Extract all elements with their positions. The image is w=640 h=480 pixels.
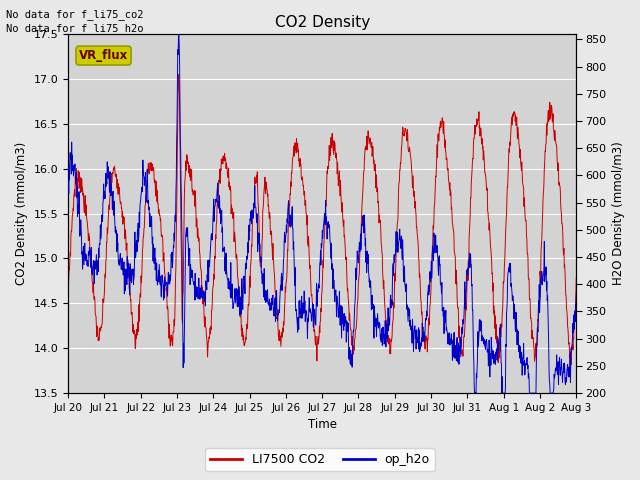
X-axis label: Time: Time: [308, 419, 337, 432]
Text: No data for f_li75_h2o: No data for f_li75_h2o: [6, 23, 144, 34]
Y-axis label: H2O Density (mmol/m3): H2O Density (mmol/m3): [612, 142, 625, 286]
Text: No data for f_li75_co2: No data for f_li75_co2: [6, 9, 144, 20]
Text: VR_flux: VR_flux: [79, 49, 128, 62]
Y-axis label: CO2 Density (mmol/m3): CO2 Density (mmol/m3): [15, 142, 28, 285]
Title: CO2 Density: CO2 Density: [275, 15, 370, 30]
Legend: LI7500 CO2, op_h2o: LI7500 CO2, op_h2o: [205, 448, 435, 471]
